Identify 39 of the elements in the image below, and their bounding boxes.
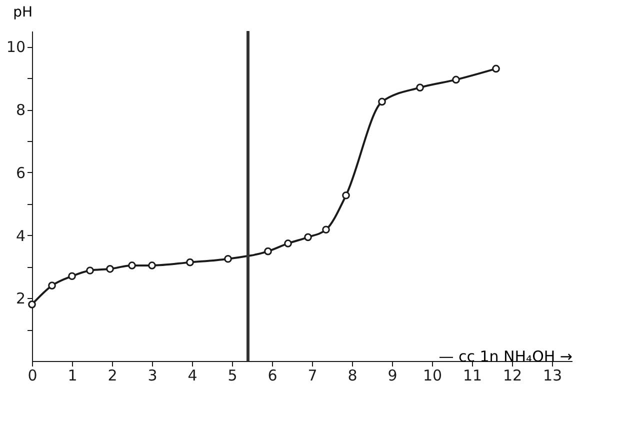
- point: [284, 240, 292, 248]
- point: [148, 262, 156, 270]
- x-tick-label: 12: [502, 366, 522, 384]
- x-tick-label: 0: [28, 366, 38, 384]
- y-tick-label: 4: [16, 226, 26, 245]
- x-tick-label: 2: [108, 366, 118, 384]
- x-tick-label: 7: [308, 366, 318, 384]
- point: [416, 84, 424, 92]
- y-axis-title: pH: [13, 4, 32, 20]
- x-tick-label: 4: [188, 366, 198, 384]
- point: [68, 272, 76, 280]
- point: [492, 64, 500, 73]
- x-tick-label: 11: [462, 366, 482, 384]
- point: [28, 300, 36, 308]
- x-tick-label: 6: [268, 366, 278, 384]
- x-tick-label: 13: [542, 366, 562, 384]
- x-tick-label: 9: [388, 366, 398, 384]
- x-tick-label: 8: [348, 366, 358, 384]
- y-tick-label: 10: [6, 38, 26, 56]
- point: [322, 226, 330, 234]
- point: [86, 266, 94, 274]
- point: [452, 76, 460, 84]
- x-tick-label: 10: [422, 366, 442, 384]
- point: [342, 191, 350, 200]
- point: [186, 258, 194, 266]
- x-tick-label: 1: [68, 366, 78, 384]
- y-tick-label: 2: [16, 290, 26, 308]
- point: [48, 282, 56, 290]
- point: [106, 265, 114, 273]
- point: [264, 247, 272, 256]
- point: [224, 254, 232, 263]
- point: [128, 262, 136, 270]
- x-tick-label: 3: [148, 366, 158, 384]
- point: [378, 98, 386, 106]
- y-tick-label: 6: [16, 164, 26, 182]
- y-tick-label: 8: [16, 101, 26, 120]
- x-tick-label: 5: [228, 366, 238, 384]
- point: [304, 233, 312, 242]
- x-axis-title: — cc 1n NH₄OH →: [438, 348, 572, 366]
